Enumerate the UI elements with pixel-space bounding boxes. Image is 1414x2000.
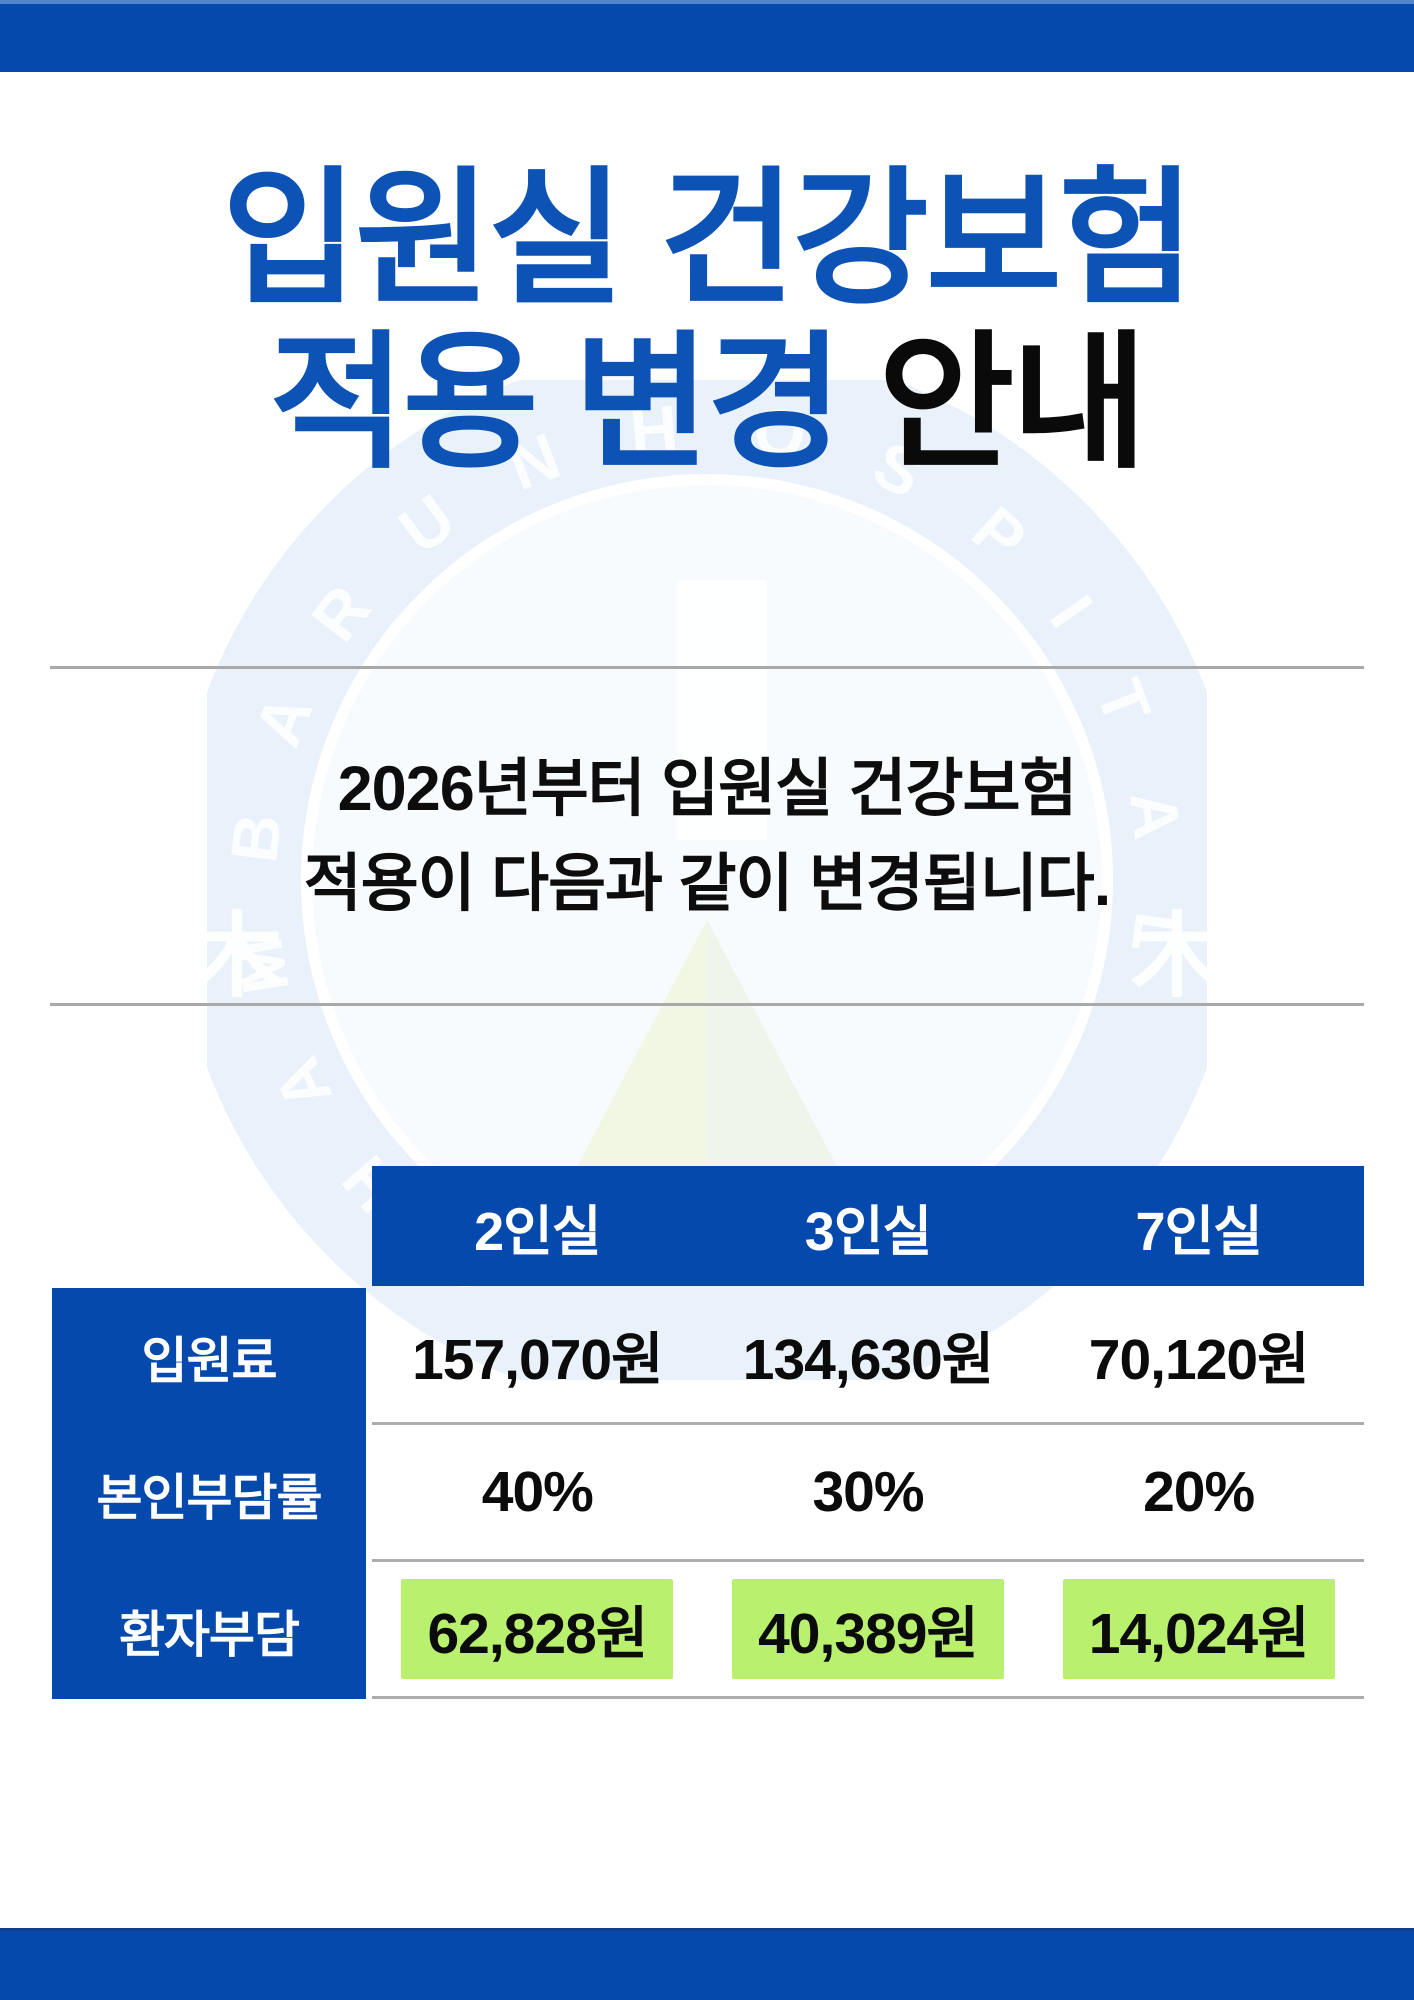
table-value-area: 157,070원 134,630원 70,120원 40% 30% 20% 62… bbox=[372, 1288, 1364, 1699]
column-header-3room: 3인실 bbox=[804, 1201, 932, 1262]
watermark-tree-triangle bbox=[562, 920, 852, 1195]
page-title-line1: 입원실 건강보험 bbox=[221, 157, 1195, 322]
page-title-line2-rest: 안내 bbox=[878, 321, 1147, 486]
cell-fee-2room: 157,070원 bbox=[412, 1328, 663, 1392]
table-row-header-column: 입원료 본인부담률 환자부담 bbox=[52, 1288, 366, 1699]
page-title: 입원실 건강보험 적용 변경 안내 bbox=[0, 158, 1414, 486]
cell-rate-7room: 20% bbox=[1143, 1460, 1255, 1524]
column-header-7room: 7인실 bbox=[1135, 1201, 1262, 1262]
cell-fee-7room: 70,120원 bbox=[1088, 1328, 1310, 1392]
table-row-patient-burden: 62,828원 40,389원 14,024원 bbox=[372, 1562, 1364, 1699]
divider-bottom bbox=[50, 1003, 1364, 1006]
cell-fee-3room: 134,630원 bbox=[742, 1328, 994, 1392]
cell-burden-2room: 62,828원 bbox=[372, 1579, 703, 1679]
cell-burden-3room: 40,389원 bbox=[703, 1579, 1034, 1679]
highlight-badge: 62,828원 bbox=[401, 1579, 674, 1679]
highlight-badge: 14,024원 bbox=[1062, 1579, 1335, 1679]
column-header-2room: 2인실 bbox=[474, 1201, 601, 1262]
row-header-patient-burden: 환자부담 bbox=[119, 1606, 300, 1663]
table-row-hospital-fee: 157,070원 134,630원 70,120원 bbox=[372, 1288, 1364, 1425]
insurance-table: 2인실 3인실 7인실 입원료 본인부담률 환자부담 157,070원 134,… bbox=[52, 1166, 1364, 1699]
highlight-badge: 40,389원 bbox=[732, 1579, 1004, 1679]
top-accent-bar bbox=[0, 0, 1414, 72]
bottom-accent-bar bbox=[0, 1928, 1414, 2000]
cell-rate-3room: 30% bbox=[812, 1460, 924, 1524]
page-title-line2-accent: 적용 변경 bbox=[269, 321, 879, 486]
intro-text: 2026년부터 입원실 건강보험 적용이 다음과 같이 변경됩니다. bbox=[0, 742, 1414, 932]
row-header-copay-rate: 본인부담률 bbox=[96, 1469, 323, 1526]
watermark-tree-shade bbox=[707, 920, 852, 1195]
table-header-row: 2인실 3인실 7인실 bbox=[372, 1166, 1364, 1286]
row-header-hospital-fee: 입원료 bbox=[141, 1332, 278, 1389]
page-title-line2: 적용 변경 안내 bbox=[0, 322, 1414, 486]
cell-rate-2room: 40% bbox=[481, 1460, 594, 1524]
divider-top bbox=[50, 666, 1364, 669]
table-row-copay-rate: 40% 30% 20% bbox=[372, 1425, 1364, 1562]
intro-line2: 적용이 다음과 같이 변경됩니다. bbox=[303, 849, 1112, 919]
table-body: 입원료 본인부담률 환자부담 157,070원 134,630원 70,120원… bbox=[52, 1288, 1364, 1699]
cell-burden-7room: 14,024원 bbox=[1033, 1579, 1364, 1679]
intro-line1: 2026년부터 입원실 건강보험 bbox=[337, 754, 1078, 824]
